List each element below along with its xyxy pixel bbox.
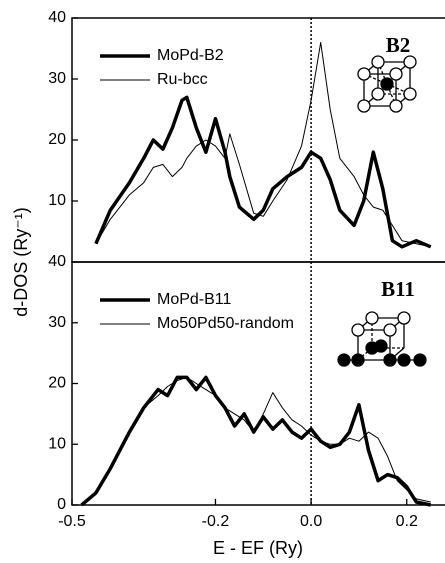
y-tick-label: 10: [48, 192, 66, 209]
y-tick-label: 20: [48, 131, 66, 148]
series-line: [94, 95, 432, 249]
y-tick-label: 30: [48, 314, 66, 331]
y-tick-label: 0: [57, 496, 66, 513]
legend-label: MoPd-B11: [157, 291, 232, 308]
y-tick-label: 20: [48, 375, 66, 392]
y-tick-label: 40: [48, 253, 66, 270]
y-tick-label: 10: [48, 435, 66, 452]
x-axis-label: E - EF (Ry): [213, 538, 303, 558]
crystal-b11: [337, 311, 427, 367]
legend-label: MoPd-B2: [157, 47, 224, 64]
y-axis-label: d-DOS (Ry⁻¹): [11, 207, 31, 317]
panel-annotation: B2: [386, 33, 411, 57]
x-tick-label: -0.2: [202, 513, 230, 530]
x-tick-label: 0.0: [300, 513, 322, 530]
series-line: [80, 375, 432, 507]
y-tick-label: 30: [48, 70, 66, 87]
legend-label: Ru-bcc: [157, 71, 208, 88]
series-line: [95, 41, 431, 248]
crystal-b2: [357, 55, 417, 113]
panel-annotation: B11: [381, 277, 415, 301]
x-tick-label: -0.5: [58, 513, 86, 530]
x-tick-label: 0.2: [396, 513, 418, 530]
series-line: [81, 376, 431, 506]
y-tick-label: 40: [48, 9, 66, 26]
legend-label: Mo50Pd50-random: [157, 315, 294, 332]
